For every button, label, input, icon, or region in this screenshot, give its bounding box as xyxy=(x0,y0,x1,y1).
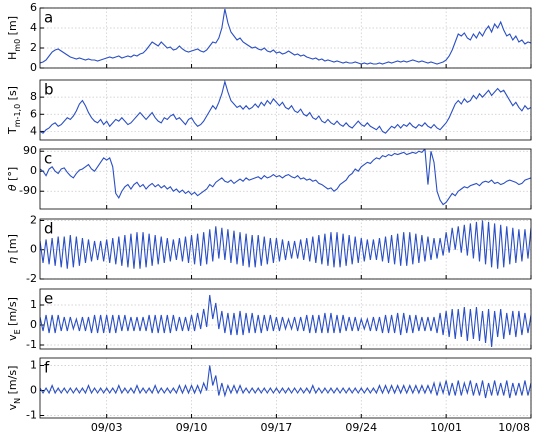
y-tick-label: -90 xyxy=(19,184,37,197)
x-tick-label: 10/01 xyxy=(430,421,462,434)
y-axis-label: η [m] xyxy=(6,234,19,264)
y-axis-label: vN [m/s] xyxy=(6,366,22,411)
y-tick-label: 1 xyxy=(30,359,37,372)
series-line xyxy=(40,80,531,134)
y-label-unit: [s] xyxy=(6,86,19,104)
y-tick-label: 90 xyxy=(23,144,37,157)
panel-frame xyxy=(39,148,532,210)
y-tick-label: 1 xyxy=(30,298,37,311)
x-tick-label: 10/08 xyxy=(498,421,530,434)
series-line xyxy=(40,8,531,65)
x-tick-label: 09/10 xyxy=(176,421,208,434)
y-axis-label: Hm0 [m] xyxy=(6,16,22,60)
series-line xyxy=(40,220,531,269)
panel-frame xyxy=(39,288,532,350)
y-axis-label: θ [°] xyxy=(6,167,19,191)
panel: -90 0 90 c θ [°] xyxy=(6,144,532,210)
y-tick-label: 6 xyxy=(30,107,37,120)
series-line xyxy=(40,149,531,206)
panel-letter: d xyxy=(44,220,54,238)
y-label-unit: [m/s] xyxy=(6,297,19,329)
y-tick-label: 0 xyxy=(30,384,37,397)
y-label-sub: m0 xyxy=(13,39,22,52)
panel-letter: b xyxy=(44,81,54,99)
x-tick-label: 09/03 xyxy=(91,421,123,434)
y-label-main: T xyxy=(6,127,19,135)
panel: -1 0 1 f vN [m/s] xyxy=(6,357,532,422)
panel-frame xyxy=(39,218,532,280)
panel: -2 0 2 d η [m] xyxy=(6,213,532,285)
y-label-unit: [m] xyxy=(6,234,19,257)
y-tick-label: 6 xyxy=(30,1,37,14)
panel-frame xyxy=(39,7,532,69)
y-tick-label: -1 xyxy=(26,338,37,351)
series-line xyxy=(40,365,531,399)
x-tick-label: 09/24 xyxy=(345,421,377,434)
y-axis-label: vE [m/s] xyxy=(6,297,22,341)
y-tick-label: 0 xyxy=(30,61,37,74)
y-label-main: H xyxy=(6,52,19,60)
panel-frame xyxy=(39,357,532,419)
y-tick-label: 4 xyxy=(30,124,37,137)
y-tick-label: 8 xyxy=(30,90,37,103)
y-label-unit: [°] xyxy=(6,167,19,185)
panel-letter: e xyxy=(44,290,53,308)
y-label-main: η xyxy=(6,257,19,264)
y-tick-label: -1 xyxy=(26,409,37,422)
y-tick-label: 0 xyxy=(30,318,37,331)
y-label-sub: m-1,0 xyxy=(13,104,22,127)
y-label-main: v xyxy=(6,403,19,410)
y-tick-label: 0 xyxy=(30,243,37,256)
panel-frame xyxy=(39,79,532,141)
panel-letter: c xyxy=(44,150,52,168)
x-tick-label: 09/17 xyxy=(261,421,293,434)
y-label-unit: [m/s] xyxy=(6,366,19,398)
y-tick-label: -2 xyxy=(26,272,37,285)
y-label-sub: E xyxy=(13,329,22,334)
y-tick-label: 2 xyxy=(30,213,37,226)
series-line xyxy=(40,294,531,348)
y-label-main: θ xyxy=(6,184,19,191)
panel-letter: f xyxy=(44,359,50,377)
y-label-unit: [m] xyxy=(6,16,19,39)
y-axis-label: Tm-1,0 [s] xyxy=(6,86,22,135)
y-label-main: v xyxy=(6,334,19,341)
panel: 0 2 4 6a Hm0 [m] xyxy=(6,1,532,74)
y-label-sub: N xyxy=(13,398,22,404)
y-tick-label: 0 xyxy=(30,164,37,177)
panel: -1 0 1 e vE [m/s] xyxy=(6,288,532,351)
panel: 4 6 8 b Tm-1,0 [s] xyxy=(6,79,532,141)
y-tick-label: 2 xyxy=(30,41,37,54)
panel-letter: a xyxy=(44,9,53,27)
y-tick-label: 4 xyxy=(30,21,37,34)
